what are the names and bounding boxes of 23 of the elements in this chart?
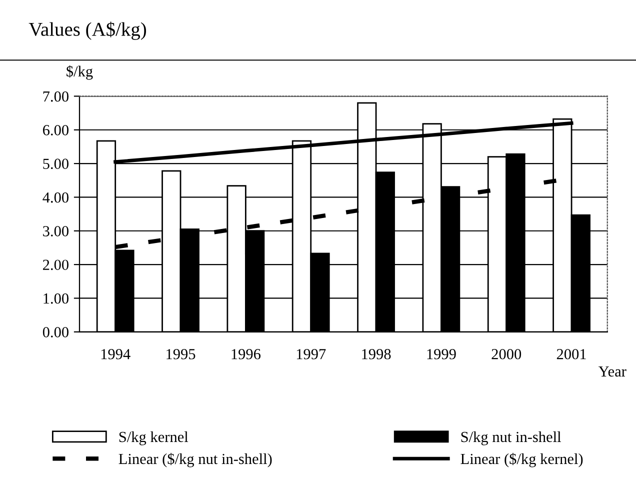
y-tick-label: 5.00 [43,158,68,170]
x-tick-label: 1995 [166,349,196,360]
legend-label: S/kg kernel [119,431,188,446]
x-tick-label: 1994 [101,349,130,360]
y-axis-title: $/kg [66,65,93,80]
y-tick-label: 6.00 [43,125,68,136]
x-tick-label: 2000 [492,349,522,360]
x-tick-label: 1997 [296,349,326,360]
x-axis-title: Year [598,366,626,377]
x-tick-label: 1999 [427,349,456,360]
legend-label: Linear ($/kg kernel) [460,452,583,468]
y-tick-label: 1.00 [44,293,68,304]
x-tick-label: 2001 [556,349,586,360]
y-tick-label: 7.00 [43,91,68,102]
x-tick-label: 1996 [232,349,261,360]
x-tick-label: 1998 [362,349,391,360]
y-tick-label: 2.00 [43,260,68,270]
chart-title: Values (A$/kg) [28,22,146,40]
y-tick-label: 0.00 [42,327,68,338]
legend-label: S/kg nut in-shell [461,431,562,446]
y-tick-label: 4.00 [42,192,68,203]
legend-label: Linear ($/kg nut in-shell) [118,452,272,468]
y-tick-label: 3.00 [43,226,68,236]
